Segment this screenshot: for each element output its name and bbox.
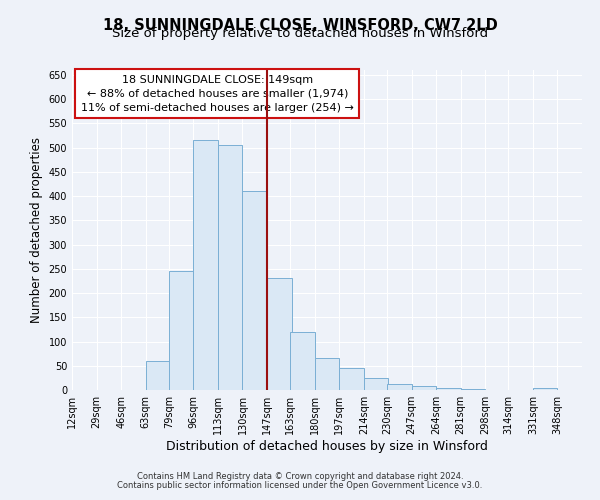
Bar [364,378,388,390]
Text: 18 SUNNINGDALE CLOSE: 149sqm
← 88% of detached houses are smaller (1,974)
11% of: 18 SUNNINGDALE CLOSE: 149sqm ← 88% of de… [81,75,354,113]
Y-axis label: Number of detached properties: Number of detached properties [30,137,43,323]
Bar [242,191,267,390]
Bar [412,386,436,390]
Bar [146,361,170,390]
Text: Contains HM Land Registry data © Crown copyright and database right 2024.: Contains HM Land Registry data © Crown c… [137,472,463,481]
Text: Contains public sector information licensed under the Open Government Licence v3: Contains public sector information licen… [118,481,482,490]
Text: Size of property relative to detached houses in Winsford: Size of property relative to detached ho… [112,28,488,40]
Bar [339,368,364,390]
Bar [193,140,218,390]
X-axis label: Distribution of detached houses by size in Winsford: Distribution of detached houses by size … [166,440,488,453]
Bar [290,332,315,390]
Bar [387,384,412,390]
Bar [315,358,339,390]
Text: 18, SUNNINGDALE CLOSE, WINSFORD, CW7 2LD: 18, SUNNINGDALE CLOSE, WINSFORD, CW7 2LD [103,18,497,32]
Bar [533,388,557,390]
Bar [436,388,461,390]
Bar [169,271,193,390]
Bar [267,278,292,390]
Bar [218,145,242,390]
Bar [461,389,485,390]
